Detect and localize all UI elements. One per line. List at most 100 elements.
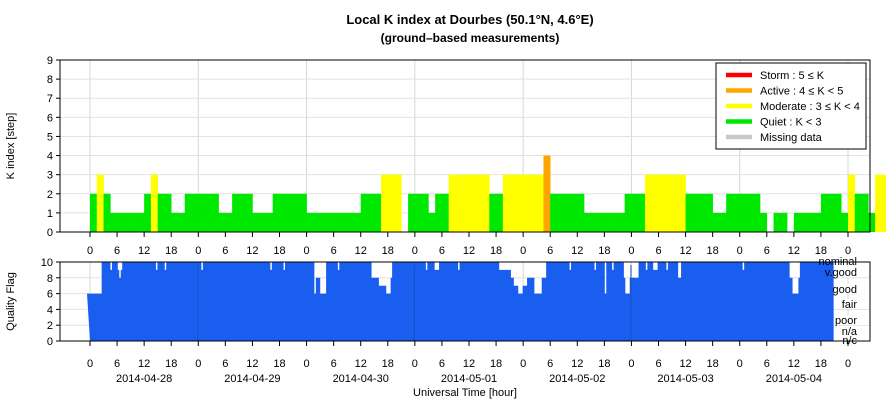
y-tick-label: 6 — [47, 289, 53, 301]
k-index-bar — [590, 212, 598, 232]
x-tick-label: 12 — [571, 358, 583, 370]
x-tick-label: 6 — [331, 245, 337, 257]
x-tick-label: 0 — [737, 358, 743, 370]
k-index-bar — [800, 212, 808, 232]
plot-frame — [59, 59, 871, 233]
k-index-bar — [814, 212, 822, 232]
y-tick-label: 1 — [47, 208, 53, 220]
k-index-bar — [597, 212, 605, 232]
x-tick-label: 0 — [737, 245, 743, 257]
y-tick-label: 9 — [47, 55, 53, 67]
k-index-bar — [245, 193, 253, 232]
k-index-bar — [198, 193, 206, 232]
k-index-bar — [536, 174, 544, 232]
k-index-bar — [543, 155, 551, 232]
x-tick-label: 18 — [490, 358, 502, 370]
x-tick-label: 12 — [138, 358, 150, 370]
k-index-bar — [624, 193, 632, 232]
date-label: 2014-05-01 — [441, 373, 497, 385]
legend-label: Moderate : 3 ≤ K < 4 — [760, 101, 860, 113]
x-tick-label: 6 — [439, 245, 445, 257]
flag-label-bg — [836, 315, 870, 325]
k-index-bar — [875, 174, 883, 232]
y-tick-label: 3 — [47, 170, 53, 182]
flag-label: poor — [835, 315, 857, 327]
k-index-bar — [820, 193, 828, 232]
flag-label-bg — [836, 299, 870, 309]
k-index-bar — [705, 193, 713, 232]
k-index-bar — [848, 174, 856, 232]
k-index-bar — [482, 174, 490, 232]
flag-label: v.good — [825, 267, 857, 279]
x-tick-label: 0 — [845, 245, 851, 257]
k-index-bar — [516, 174, 524, 232]
k-index-bar — [834, 193, 842, 232]
k-index-bar — [259, 212, 267, 232]
k-index-bar — [137, 212, 145, 232]
y-axis-label: Quality Flag — [5, 272, 17, 331]
k-index-bar — [164, 193, 172, 232]
k-index-bar — [563, 193, 571, 232]
x-tick-label: 12 — [246, 245, 258, 257]
date-label: 2014-05-03 — [657, 373, 713, 385]
k-index-bar — [529, 174, 537, 232]
flag-label-bg — [836, 326, 870, 336]
x-tick-label: 6 — [547, 245, 553, 257]
k-index-bar — [685, 193, 693, 232]
k-index-bar — [496, 193, 504, 232]
k-index-bar — [130, 212, 138, 232]
x-tick-label: 0 — [628, 245, 634, 257]
flag-label-bg — [836, 267, 870, 277]
date-label: 2014-04-29 — [224, 373, 280, 385]
x-tick-label: 6 — [331, 358, 337, 370]
k-index-bar — [739, 193, 747, 232]
legend-label: Missing data — [760, 132, 823, 144]
k-index-bar — [96, 174, 104, 232]
k-index-bar — [144, 193, 152, 232]
k-index-bar — [881, 174, 886, 232]
k-index-bar — [617, 212, 625, 232]
k-index-bar — [455, 174, 463, 232]
plot-frame — [59, 261, 871, 342]
flag-label: good — [833, 284, 857, 296]
legend-label: Active : 4 ≤ K < 5 — [760, 86, 843, 98]
x-tick-label: 0 — [520, 358, 526, 370]
x-tick-label: 12 — [463, 358, 475, 370]
k-index-bar — [320, 212, 328, 232]
k-index-bar — [726, 193, 734, 232]
k-index-bar — [171, 212, 179, 232]
k-index-bar — [123, 212, 131, 232]
k-index-bar — [293, 193, 301, 232]
k-index-bar — [421, 193, 429, 232]
x-tick-label: 6 — [764, 358, 770, 370]
k-index-bar — [272, 193, 280, 232]
x-tick-label: 6 — [222, 358, 228, 370]
y-tick-label: 5 — [47, 131, 53, 143]
legend-label: Quiet : K < 3 — [760, 117, 821, 129]
x-tick-label: 18 — [273, 245, 285, 257]
k-index-bar — [218, 212, 226, 232]
k-index-bar — [678, 174, 686, 232]
y-tick-label: 4 — [47, 304, 53, 316]
k-index-bar — [577, 193, 585, 232]
x-tick-label: 12 — [679, 245, 691, 257]
k-index-bar — [550, 193, 558, 232]
x-tick-label: 0 — [195, 358, 201, 370]
k-index-bar — [428, 212, 436, 232]
x-tick-label: 0 — [87, 358, 93, 370]
k-index-bar — [746, 193, 754, 232]
date-label: 2014-04-28 — [116, 373, 172, 385]
k-index-bar — [340, 212, 348, 232]
k-index-bar — [326, 212, 334, 232]
k-index-bar — [150, 174, 158, 232]
y-tick-label: 8 — [47, 273, 53, 285]
k-index-bar — [502, 174, 510, 232]
k-index-bar — [658, 174, 666, 232]
k-index-bar — [665, 174, 673, 232]
x-tick-label: 6 — [547, 358, 553, 370]
x-tick-label: 12 — [355, 245, 367, 257]
x-tick-label: 6 — [114, 358, 120, 370]
